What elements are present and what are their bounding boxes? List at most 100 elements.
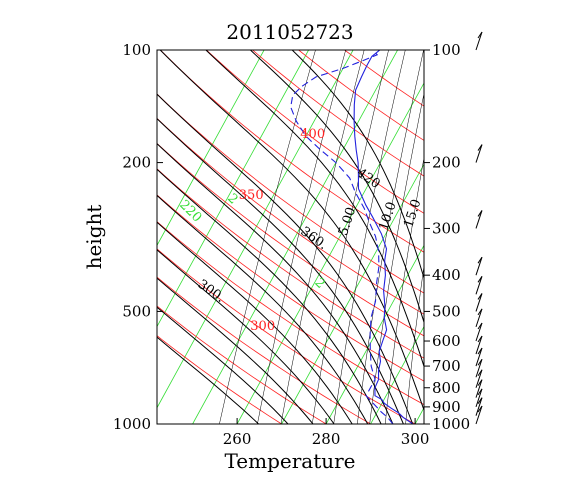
wind-barb [475,293,483,312]
x-axis-label: Temperature [224,449,355,473]
theta-e-label: 360. [298,224,330,253]
wind-barb-flag [477,210,483,217]
wind-barb-flag [477,369,483,377]
y-axis-label: height [82,205,106,270]
y-tick-label: 1000 [113,415,151,433]
dry-adiabat-line [252,50,424,177]
wind-barb [475,335,483,355]
right-tick-label: 900 [432,398,461,416]
wind-barb-flag [477,322,483,330]
right-tick-label: 500 [432,302,461,320]
wind-barb [475,144,483,163]
y-tick-label: 200 [122,154,151,172]
x-tick-label: 300 [401,430,430,448]
right-tick-label: 800 [432,379,461,397]
isotherm-line [325,244,424,424]
theta-e-line [157,194,369,424]
dry-adiabat-line [157,248,416,424]
mixing-ratio-line [280,50,365,424]
isotherm-line [504,50,563,424]
wind-barb-flag [477,388,483,396]
wind-barb [475,276,483,295]
dry-adiabat-line [157,276,371,424]
wind-barb [475,405,483,425]
theta-e-label: 300. [195,277,227,306]
theta-e-line [157,306,289,424]
wind-barb [475,397,483,416]
wind-barb [475,347,483,367]
wind-barb [475,369,483,388]
y-tick-label: 500 [122,302,151,320]
theta-e-line [157,221,353,424]
wind-barb [475,322,483,342]
isotherm-label: 220 [176,197,204,225]
dry-adiabat-line [157,305,327,424]
wind-barb-flag [477,335,483,343]
mixing-ratio-label: 5.00 [336,205,359,237]
isotherm-line [157,50,354,409]
theta-e-line [157,143,394,424]
mixing-ratio-label: 15.0 [401,197,424,229]
isotherm-label: 2 [311,275,327,291]
right-tick-label: 600 [432,332,461,350]
theta-e-line [157,93,414,424]
temperature-trace [353,50,414,424]
mixing-ratio-line [333,50,406,424]
wind-barb-flag [477,347,483,355]
dry-adiabat-label: 350 [239,188,264,203]
wind-barb-flag [477,276,483,283]
wind-barb [475,359,483,378]
dry-adiabat-label: 400 [300,127,325,142]
y-tick-label: 100 [122,41,151,59]
dry-adiabat-line [157,221,424,406]
isotherm-line [460,50,563,424]
mixing-ratio-label: 10.0 [377,200,400,232]
wind-barb [475,31,483,51]
isotherm-line [192,50,398,424]
dewpoint-trace [290,50,394,424]
wind-barb-flag [477,31,483,39]
theta-e-line [250,50,424,324]
dry-adiabat-line [157,194,424,382]
isotherm-line [549,50,563,424]
theta-e-line [205,50,424,368]
wind-barb-flag [477,256,483,264]
dry-adiabat-line [157,142,424,337]
wind-barb [475,210,483,229]
theta-e-line [157,336,259,424]
wind-barb [475,257,483,276]
dry-adiabat-line [206,50,424,214]
isotherm-line [370,325,424,424]
theta-e-line [157,168,382,424]
theta-e-line [291,50,424,280]
right-tick-label: 400 [432,266,461,284]
right-tick-label: 200 [432,154,461,172]
wind-barbs [475,31,483,425]
mixing-ratio-line [405,264,424,424]
dry-adiabat-line [298,50,424,141]
wind-barb-flag [477,379,483,386]
x-tick-label: 280 [312,430,341,448]
dry-adiabat-line [157,168,424,359]
right-tick-label: 1000 [432,415,470,433]
wind-barb [475,308,483,328]
wind-barb-flag [477,308,483,316]
wind-barb-flag [477,358,483,366]
wind-barb-flag [477,144,483,151]
isotherm-line [157,50,309,328]
isotherm-line [281,163,424,424]
mixing-ratio-line [311,50,389,424]
theta-e-line [157,249,335,424]
mixing-ratio-line [369,92,424,424]
wind-barb [475,379,483,398]
dry-adiabat-line [157,93,424,294]
right-tick-label: 100 [432,41,461,59]
wind-barb-flag [477,397,483,404]
dry-adiabat-line [157,117,424,315]
isotherm-line [157,50,265,247]
axes: 260 280 3001000500200100100090080070060050… [113,41,470,448]
wind-barb-flag [477,405,483,413]
mixing-ratio-line [219,50,316,424]
